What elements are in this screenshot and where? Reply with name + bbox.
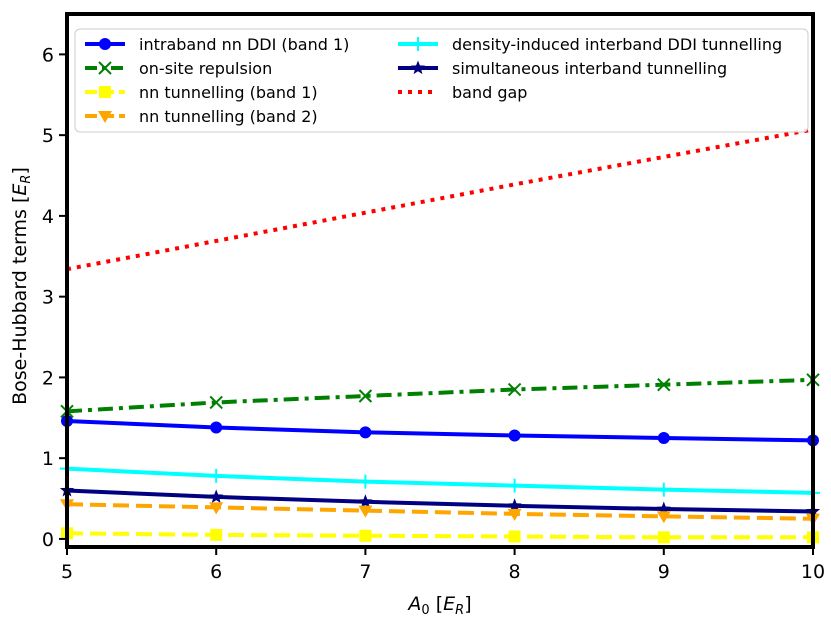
- data-point-on-site-repulsion: [358, 389, 373, 403]
- x-axis-title-sub: 0: [421, 603, 429, 618]
- legend-label: nn tunnelling (band 1): [139, 83, 318, 102]
- y-tick-label: 2: [42, 367, 54, 389]
- series-line-band-gap: [66, 127, 814, 272]
- legend-marker: [99, 38, 111, 50]
- data-point-simultaneous-interband-tunnelling: [209, 489, 224, 503]
- legend-entry-nn-tunnelling-band-2: nn tunnelling (band 2): [85, 107, 318, 126]
- data-point-nn-tunnelling-band-2: [656, 511, 671, 524]
- series-on-site-repulsion: [60, 373, 820, 419]
- series-nn-tunnelling-band-2: [60, 499, 820, 526]
- legend-marker: [411, 37, 425, 51]
- y-axis-title-unit-sub: R: [19, 175, 34, 184]
- data-point-density-induced-interband-ddi-tunnelling: [209, 468, 224, 483]
- x-tick-label: 6: [210, 561, 222, 583]
- y-tick-label: 1: [42, 448, 54, 470]
- x-tick-label: 10: [801, 561, 825, 583]
- series-band-gap: [66, 127, 814, 272]
- x-axis-ticks: 5 6 7 8 9 10: [61, 547, 825, 583]
- legend-label: density-induced interband DDI tunnelling: [452, 35, 782, 54]
- data-point-on-site-repulsion: [657, 377, 671, 392]
- legend-entry-density-induced-interband-ddi-tunnelling: density-induced interband DDI tunnelling: [398, 35, 782, 54]
- data-point-nn-tunnelling-band-2: [358, 505, 373, 518]
- y-tick-label: 3: [42, 287, 54, 309]
- series-line-intraband-nn-ddi-band-1: [66, 419, 814, 443]
- x-tick-label: 7: [359, 561, 371, 583]
- x-axis-title-unit: E: [443, 593, 455, 615]
- plot-area: [59, 127, 821, 544]
- data-point-intraband-nn-ddi-band-1: [657, 431, 670, 444]
- y-tick-label: 6: [42, 44, 54, 66]
- data-point-intraband-nn-ddi-band-1: [210, 421, 223, 434]
- x-axis-title-unit-sub: R: [455, 603, 464, 618]
- data-point-nn-tunnelling-band-2: [507, 508, 522, 521]
- data-point-simultaneous-interband-tunnelling: [656, 501, 671, 516]
- x-axis-title: A0 [ER]: [406, 593, 471, 618]
- x-axis-title-bracket-open: [: [430, 593, 443, 615]
- y-axis-ticks: 0 1 2 3 4 5 6: [42, 44, 67, 551]
- data-point-simultaneous-interband-tunnelling: [507, 498, 522, 512]
- data-point-density-induced-interband-ddi-tunnelling: [507, 478, 522, 493]
- y-axis-title-main: Bose-Hubbard terms [: [9, 196, 31, 405]
- legend-entry-intraband-nn-ddi-band-1: intraband nn DDI (band 1): [85, 35, 349, 54]
- x-tick-label: 8: [509, 561, 521, 583]
- series-line-density-induced-interband-ddi-tunnelling: [66, 466, 814, 495]
- data-point-density-induced-interband-ddi-tunnelling: [656, 482, 671, 497]
- y-tick-label: 5: [42, 125, 54, 147]
- legend-label: simultaneous interband tunnelling: [452, 59, 727, 78]
- y-axis-title-unit: E: [9, 184, 31, 196]
- data-point-density-induced-interband-ddi-tunnelling: [358, 474, 373, 489]
- legend-box: [74, 28, 809, 133]
- legend: intraband nn DDI (band 1) on-site repulsi…: [74, 28, 809, 133]
- legend-marker: [98, 111, 112, 123]
- plot-frame: [65, 12, 815, 549]
- x-axis-title-bracket-close: ]: [464, 593, 471, 615]
- legend-label: nn tunnelling (band 2): [139, 107, 318, 126]
- legend-entry-band-gap: band gap: [398, 83, 527, 102]
- data-point-nn-tunnelling-band-1: [657, 531, 670, 544]
- legend-entry-nn-tunnelling-band-1: nn tunnelling (band 1): [85, 83, 318, 102]
- legend-entry-simultaneous-interband-tunnelling: simultaneous interband tunnelling: [398, 59, 727, 78]
- series-line-nn-tunnelling-band-2: [66, 502, 814, 521]
- series-line-nn-tunnelling-band-1: [66, 531, 813, 540]
- legend-entry-on-site-repulsion: on-site repulsion: [85, 59, 272, 78]
- series-line-on-site-repulsion: [66, 377, 814, 414]
- x-tick-label: 9: [658, 561, 670, 583]
- data-point-nn-tunnelling-band-1: [508, 530, 521, 543]
- data-point-nn-tunnelling-band-1: [210, 528, 223, 541]
- y-axis-title-bracket-close: ]: [9, 167, 31, 174]
- y-tick-label: 0: [42, 529, 54, 551]
- series-line-simultaneous-interband-tunnelling: [66, 488, 814, 514]
- data-point-nn-tunnelling-band-2: [209, 502, 224, 515]
- legend-label: on-site repulsion: [139, 59, 272, 78]
- y-axis-title: Bose-Hubbard terms [ER]: [9, 167, 34, 405]
- legend-marker: [98, 61, 112, 75]
- legend-label: band gap: [452, 83, 527, 102]
- data-point-intraband-nn-ddi-band-1: [359, 426, 372, 439]
- series-intraband-nn-ddi-band-1: [61, 415, 819, 447]
- x-tick-label: 5: [61, 561, 73, 583]
- series-nn-tunnelling-band-1: [61, 527, 819, 544]
- data-point-intraband-nn-ddi-band-1: [508, 429, 521, 442]
- y-tick-label: 4: [42, 206, 54, 228]
- data-point-on-site-repulsion: [507, 382, 522, 397]
- legend-marker: [410, 60, 426, 75]
- legend-marker: [99, 86, 111, 98]
- data-point-on-site-repulsion: [209, 395, 223, 410]
- x-axis-title-main: A: [406, 593, 421, 615]
- data-point-simultaneous-interband-tunnelling: [358, 494, 373, 508]
- data-point-nn-tunnelling-band-1: [359, 529, 372, 542]
- legend-label: intraband nn DDI (band 1): [139, 35, 349, 54]
